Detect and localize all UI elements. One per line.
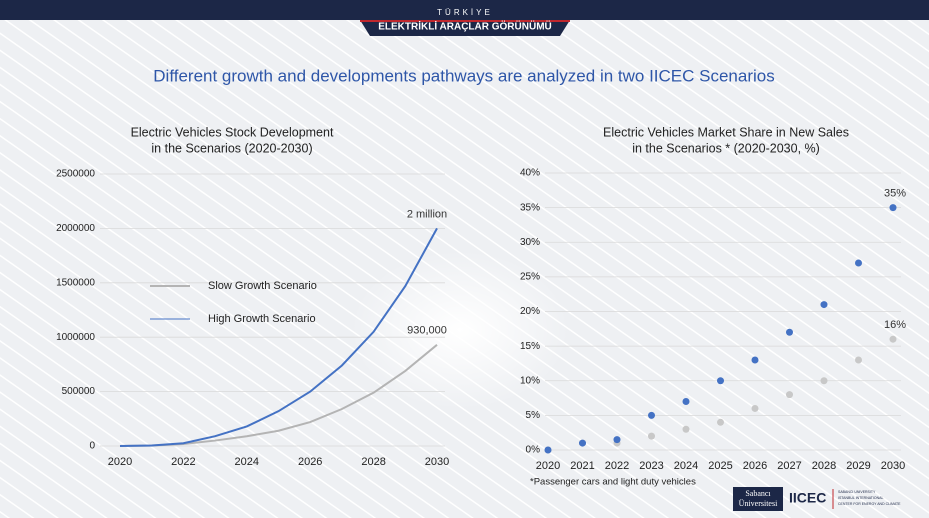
headline: Different growth and developments pathwa… (153, 66, 774, 85)
chart-title: in the Scenarios * (2020-2030, %) (632, 141, 820, 155)
x-tick-label: 2022 (605, 460, 629, 472)
x-tick-label: 2026 (743, 460, 767, 472)
y-tick-label: 5% (526, 410, 541, 421)
data-point (889, 204, 897, 212)
data-point (613, 436, 621, 444)
y-tick-label: 1500000 (56, 277, 95, 288)
y-tick-label: 0% (526, 445, 541, 456)
data-point (786, 391, 793, 399)
y-tick-label: 40% (520, 168, 540, 179)
data-point (579, 439, 586, 447)
y-tick-label: 20% (520, 306, 540, 317)
data-label: 930,000 (407, 325, 447, 337)
data-point (855, 259, 862, 267)
x-tick-label: 2028 (361, 456, 385, 468)
footnote: *Passenger cars and light duty vehicles (530, 477, 696, 488)
x-tick-label: 2026 (298, 456, 322, 468)
y-tick-label: 500000 (62, 386, 96, 397)
x-tick-label: 2023 (639, 460, 663, 472)
x-tick-label: 2021 (570, 460, 594, 472)
x-tick-label: 2020 (108, 456, 132, 468)
x-tick-label: 2024 (235, 456, 259, 468)
data-point (717, 377, 724, 385)
y-tick-label: 0 (89, 441, 95, 452)
x-tick-label: 2030 (881, 460, 905, 472)
header-accent (360, 20, 570, 22)
data-point (786, 328, 793, 336)
y-tick-label: 2000000 (56, 223, 95, 234)
center-full: SABANCI UNIVERSITY (838, 490, 876, 494)
series-line (119, 227, 438, 447)
center-logo: IICEC (789, 490, 826, 506)
university-name: Üniversitesi (739, 499, 778, 508)
x-tick-label: 2029 (846, 460, 870, 472)
university-name: Sabancı (745, 489, 771, 498)
data-point (889, 335, 897, 343)
data-point (682, 398, 690, 406)
center-full: ISTANBUL INTERNATIONAL (838, 496, 883, 500)
chart-title: in the Scenarios (2020-2030) (151, 141, 312, 155)
header-tab (360, 20, 570, 36)
x-tick-label: 2020 (536, 460, 560, 472)
data-point (820, 301, 828, 309)
data-point (751, 356, 759, 364)
x-tick-label: 2028 (812, 460, 836, 472)
chart-title: Electric Vehicles Market Share in New Sa… (603, 125, 849, 139)
x-tick-label: 2027 (777, 460, 801, 472)
data-point (717, 418, 724, 426)
y-tick-label: 1000000 (56, 332, 95, 343)
center-full: CENTER FOR ENERGY AND CLIMATE (838, 502, 901, 506)
legend-label: High Growth Scenario (208, 313, 316, 325)
header-country: TÜRKİYE (437, 8, 493, 17)
data-point (648, 411, 655, 419)
x-tick-label: 2024 (674, 460, 698, 472)
data-point (820, 377, 828, 385)
header-title: ELEKTRİKLİ ARAÇLAR GÖRÜNÜMÜ (378, 20, 552, 33)
chart-title: Electric Vehicles Stock Development (131, 125, 334, 139)
data-label: 2 million (407, 208, 447, 220)
data-point (682, 425, 690, 433)
x-tick-label: 2025 (708, 460, 732, 472)
y-tick-label: 15% (520, 341, 540, 352)
y-tick-label: 35% (520, 202, 540, 213)
data-point (544, 446, 552, 454)
university-logo (733, 487, 783, 511)
y-tick-label: 10% (520, 375, 540, 386)
x-tick-label: 2022 (171, 456, 195, 468)
data-point (855, 356, 862, 364)
y-tick-label: 25% (520, 272, 540, 283)
y-tick-label: 2500000 (56, 169, 95, 180)
data-point (648, 432, 655, 440)
legend-label: Slow Growth Scenario (208, 280, 317, 292)
top-bar (0, 0, 929, 20)
y-tick-label: 30% (520, 237, 540, 248)
data-label: 35% (884, 188, 906, 200)
data-label: 16% (884, 319, 906, 331)
data-point (751, 404, 759, 412)
x-tick-label: 2030 (425, 456, 449, 468)
